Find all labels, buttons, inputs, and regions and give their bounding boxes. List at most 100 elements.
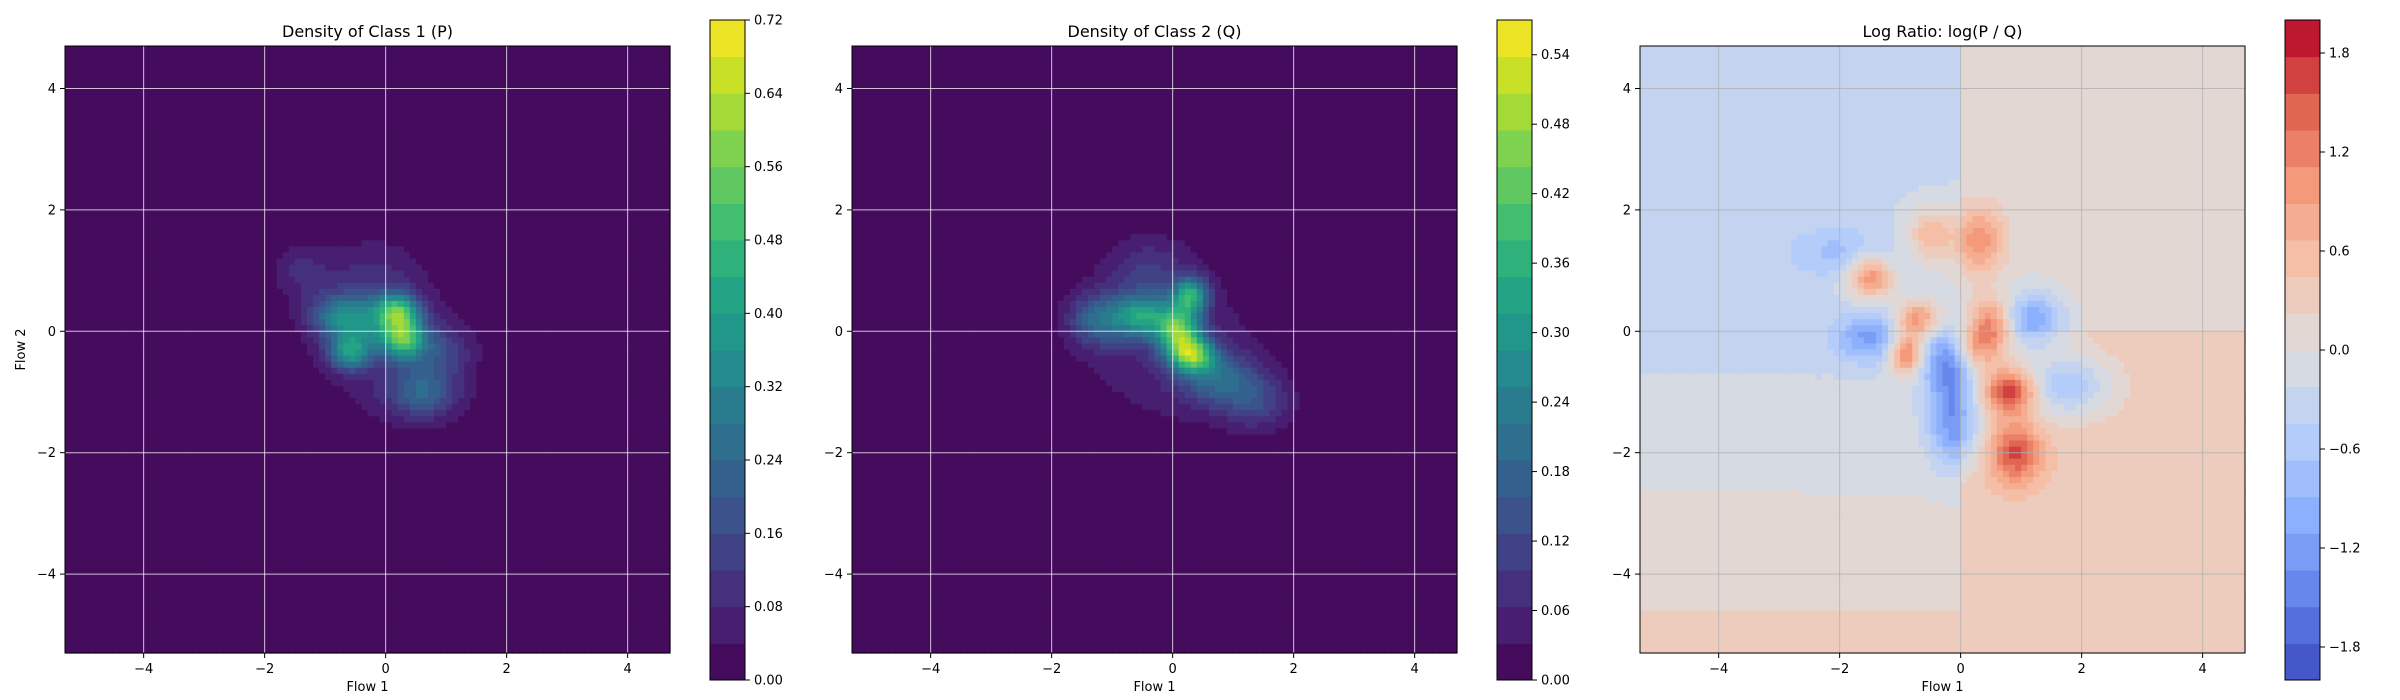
colorbar-level <box>2285 606 2320 644</box>
colorbar-level <box>710 93 745 131</box>
chart-title: Density of Class 2 (Q) <box>1068 22 1242 41</box>
colorbar-tick-label: −1.8 <box>2329 641 2361 656</box>
colorbar-level <box>2285 496 2320 534</box>
x-axis-label: Flow 1 <box>346 680 388 695</box>
colorbar-level <box>1497 570 1532 608</box>
colorbar-tick-label: 0.24 <box>1541 396 1570 411</box>
colorbar-level <box>1497 313 1532 351</box>
colorbar-level <box>2285 350 2320 388</box>
x-tick-label: 4 <box>624 662 632 677</box>
colorbar-level <box>710 606 745 644</box>
colorbar-level <box>710 166 745 204</box>
colorbar-tick-label: 0.18 <box>1541 465 1570 480</box>
colorbar-tick-label: 0.40 <box>754 307 783 322</box>
y-tick-label: −2 <box>1612 446 1631 461</box>
colorbar-level <box>1497 203 1532 241</box>
colorbar-level <box>710 203 745 241</box>
colorbar-level <box>2285 203 2320 241</box>
colorbar-level <box>1497 606 1532 644</box>
y-tick-label: −4 <box>1612 568 1631 583</box>
plot-frame <box>851 45 1458 654</box>
chart-title: Log Ratio: log(P / Q) <box>1863 22 2023 41</box>
x-axis-label: Flow 1 <box>1921 680 1963 695</box>
colorbar-level <box>1497 423 1532 461</box>
colorbar-level <box>710 533 745 571</box>
colorbar-level <box>2285 533 2320 571</box>
x-tick-label: 2 <box>503 662 511 677</box>
colorbar-tick-label: 0.48 <box>754 234 783 249</box>
colorbar-tick-label: 0.00 <box>754 674 783 689</box>
x-tick-label: −2 <box>1830 662 1849 677</box>
chart-title: Density of Class 1 (P) <box>282 22 453 41</box>
heat-field <box>1640 46 2246 654</box>
y-axis-label: Flow 2 <box>14 328 29 370</box>
colorbar-level <box>2285 423 2320 461</box>
colorbar-level <box>710 20 745 58</box>
x-tick-label: 0 <box>382 662 390 677</box>
colorbar: 0.00 0.08 0.16 0.24 0.32 0.40 0.48 0.56 0.64 0.72 <box>709 14 783 689</box>
x-tick-label: 4 <box>2199 662 2207 677</box>
colorbar-level <box>710 643 745 681</box>
y-tick-label: 4 <box>835 82 843 97</box>
x-tick-label: 2 <box>2078 662 2086 677</box>
x-axis-label: Flow 1 <box>1133 680 1175 695</box>
x-tick-label: 0 <box>1169 662 1177 677</box>
colorbar-level <box>1497 93 1532 131</box>
colorbar-level <box>1497 386 1532 424</box>
colorbar-tick-label: 0.00 <box>1541 674 1570 689</box>
colorbar-level <box>1497 533 1532 571</box>
plot-frame <box>1639 45 2246 654</box>
colorbar-level <box>2285 313 2320 351</box>
colorbar-tick-label: 1.8 <box>2329 47 2350 62</box>
colorbar-tick-label: 0.12 <box>1541 535 1570 550</box>
y-tick-label: 0 <box>48 325 56 340</box>
x-tick-label: −4 <box>1709 662 1728 677</box>
colorbar: −1.8 −1.2 −0.6 0.0 0.6 1.2 1.8 <box>2284 19 2361 681</box>
colorbar-tick-label: 0.08 <box>754 600 783 615</box>
colorbar-level <box>710 570 745 608</box>
y-tick-label: −4 <box>824 568 843 583</box>
colorbar-tick-label: 0.56 <box>754 160 783 175</box>
colorbar-level <box>1497 350 1532 388</box>
colorbar-level <box>2285 276 2320 314</box>
x-tick-label: 4 <box>1411 662 1419 677</box>
colorbar-level <box>1497 643 1532 681</box>
x-tick-label: 2 <box>1290 662 1298 677</box>
colorbar-tick-label: 0.48 <box>1541 118 1570 133</box>
colorbar-tick-label: 0.24 <box>754 454 783 469</box>
colorbar-tick-label: 0.54 <box>1541 48 1570 63</box>
y-tick-label: −4 <box>37 568 56 583</box>
colorbar-tick-label: 0.32 <box>754 380 783 395</box>
y-tick-label: −2 <box>824 446 843 461</box>
colorbar-level <box>710 313 745 351</box>
x-tick-label: −4 <box>134 662 153 677</box>
chart-density-p: −4 −2 0 2 4 −4 −2 0 2 4 Density of Class 1 (P) Flow… <box>14 14 783 696</box>
colorbar-tick-label: 1.2 <box>2329 146 2350 161</box>
colorbar-level <box>1497 240 1532 278</box>
x-tick-label: −2 <box>1042 662 1061 677</box>
colorbar-frame <box>709 19 746 681</box>
colorbar-level <box>2285 56 2320 94</box>
colorbar-tick-label: 0.64 <box>754 87 783 102</box>
chart-log-ratio: −4 −2 0 2 4 −4 −2 0 2 4 Log Ratio: log(P / Q) Flow … <box>1612 19 2361 695</box>
colorbar-level <box>2285 130 2320 168</box>
colorbar-level <box>1497 496 1532 534</box>
colorbar-level <box>1497 276 1532 314</box>
colorbar-tick-label: −1.2 <box>2329 542 2361 557</box>
colorbar-tick-label: 0.16 <box>754 527 783 542</box>
colorbar-tick-label: 0.72 <box>754 14 783 29</box>
colorbar-tick-label: −0.6 <box>2329 443 2361 458</box>
colorbar-level <box>1497 56 1532 94</box>
colorbar-level <box>2285 460 2320 498</box>
colorbar-level <box>710 460 745 498</box>
colorbar-level <box>710 350 745 388</box>
colorbar-tick-label: 0.30 <box>1541 326 1570 341</box>
x-tick-label: 0 <box>1957 662 1965 677</box>
colorbar-tick-label: 0.42 <box>1541 187 1570 202</box>
x-tick-label: −4 <box>921 662 940 677</box>
chart-density-q: −4 −2 0 2 4 −4 −2 0 2 4 Density of Class 2 (Q) Flow… <box>824 19 1570 695</box>
colorbar-level <box>710 276 745 314</box>
y-tick-label: 0 <box>835 325 843 340</box>
colorbar: 0.00 0.06 0.12 0.18 0.24 0.30 0.36 0.42 0.48 0.54 <box>1496 19 1570 689</box>
